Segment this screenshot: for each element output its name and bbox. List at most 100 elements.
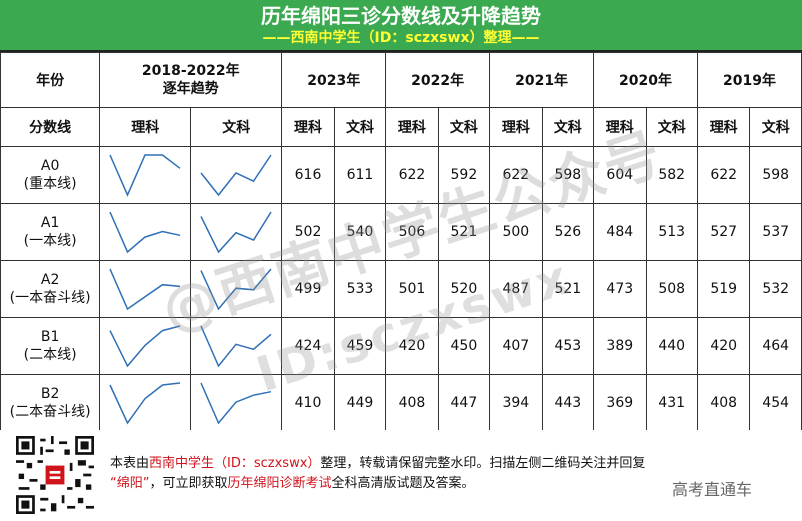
- score-cell: 389: [593, 317, 647, 375]
- header-row-subjects: 分数线 理科 文科 理科 文科 理科 文科 理科 文科 理科 文科 理科 文科: [0, 107, 802, 147]
- score-cell: 499: [281, 260, 335, 318]
- header-row-years: 年份 2018-2022年 逐年趋势 2023年 2022年 2021年 202…: [0, 52, 802, 108]
- trend-header-line1: 2018-2022年: [141, 63, 240, 79]
- score-cell: 526: [541, 203, 595, 261]
- sparkline-series: [109, 382, 181, 425]
- score-cell: 431: [645, 374, 698, 432]
- trend-arts-header: 文科: [190, 107, 283, 147]
- score-cell: 459: [333, 317, 387, 375]
- score-cell: 521: [541, 260, 595, 318]
- score-cell: 521: [437, 203, 491, 261]
- year-2019: 2019年: [696, 52, 802, 108]
- sparkline: [200, 325, 272, 368]
- arts-header: 文科: [749, 107, 802, 147]
- score-cell: 502: [281, 203, 335, 261]
- score-cell: 598: [749, 146, 802, 204]
- trend-sparkline-arts: [190, 317, 283, 375]
- sparkline-series: [200, 382, 272, 425]
- row-label: A2 (一本奋斗线): [0, 260, 101, 318]
- page-subtitle: ——西南中学生（ID：sczxswx）整理——: [262, 30, 540, 46]
- year-2023: 2023年: [281, 52, 387, 108]
- score-cell: 450: [437, 317, 491, 375]
- trend-header-line2: 逐年趋势: [162, 81, 219, 97]
- score-cell: 592: [437, 146, 491, 204]
- exam-name: 历年绵阳诊断考试: [227, 476, 332, 491]
- score-cell: 449: [333, 374, 387, 432]
- trend-header: 2018-2022年 逐年趋势: [99, 52, 283, 108]
- sparkline-series: [109, 154, 181, 197]
- score-cell: 508: [645, 260, 698, 318]
- score-cell: 506: [385, 203, 439, 261]
- sparkline-series: [109, 211, 181, 254]
- score-cell: 622: [489, 146, 543, 204]
- score-cell: 527: [696, 203, 751, 261]
- score-cell: 487: [489, 260, 543, 318]
- score-cell: 394: [489, 374, 543, 432]
- trend-sparkline-science: [99, 317, 192, 375]
- score-cell: 537: [749, 203, 802, 261]
- score-cell: 598: [541, 146, 595, 204]
- year-2022: 2022年: [385, 52, 491, 108]
- score-cell: 484: [593, 203, 647, 261]
- score-cell: 464: [749, 317, 802, 375]
- arts-header: 文科: [333, 107, 387, 147]
- brand-watermark: 高考直通车: [672, 480, 753, 499]
- row-label: B2 (二本奋斗线): [0, 374, 101, 432]
- trend-sparkline-science: [99, 374, 192, 432]
- score-cell: 447: [437, 374, 491, 432]
- sparkline: [109, 268, 181, 311]
- trend-sparkline-science: [99, 203, 192, 261]
- sparkline: [109, 382, 181, 425]
- source-name: 西南中学生（ID：sczxswx）: [149, 456, 321, 471]
- science-header: 理科: [385, 107, 439, 147]
- sparkline: [109, 325, 181, 368]
- score-cell: 407: [489, 317, 543, 375]
- sparkline-series: [109, 268, 181, 311]
- score-cell: 408: [385, 374, 439, 432]
- score-cell: 513: [645, 203, 698, 261]
- arts-header: 文科: [645, 107, 698, 147]
- sparkline: [109, 154, 181, 197]
- year-2021: 2021年: [489, 52, 595, 108]
- score-cell: 622: [385, 146, 439, 204]
- score-cell: 604: [593, 146, 647, 204]
- score-cell: 611: [333, 146, 387, 204]
- science-header: 理科: [281, 107, 335, 147]
- science-header: 理科: [696, 107, 751, 147]
- trend-sparkline-science: [99, 146, 192, 204]
- page-title: 历年绵阳三诊分数线及升降趋势: [261, 4, 541, 28]
- row-label: A0 (重本线): [0, 146, 101, 204]
- trend-sparkline-arts: [190, 203, 283, 261]
- sparkline: [109, 211, 181, 254]
- footer: 本表由西南中学生（ID：sczxswx）整理，转载请保留完整水印。扫描左侧二维码…: [0, 430, 802, 521]
- reply-keyword: “绵阳”: [110, 476, 150, 491]
- row-label: B1 (二本线): [0, 317, 101, 375]
- score-cell: 453: [541, 317, 595, 375]
- sparkline-series: [200, 154, 272, 197]
- qr-code-icon[interactable]: [16, 436, 94, 514]
- title-bar: 历年绵阳三诊分数线及升降趋势 ——西南中学生（ID：sczxswx）整理——: [0, 0, 802, 52]
- sparkline: [200, 268, 272, 311]
- arts-header: 文科: [437, 107, 491, 147]
- table-row: A0 (重本线) 616 611 622 592 622 598 604 582 …: [0, 146, 802, 204]
- table-row: B2 (二本奋斗线) 410 449 408 447 394 443 369 43…: [0, 374, 802, 432]
- score-cell: 616: [281, 146, 335, 204]
- score-cell: 420: [696, 317, 751, 375]
- score-cell: 443: [541, 374, 595, 432]
- score-cell: 582: [645, 146, 698, 204]
- score-cell: 424: [281, 317, 335, 375]
- sparkline-series: [109, 325, 181, 368]
- score-cell: 501: [385, 260, 439, 318]
- trend-sparkline-arts: [190, 374, 283, 432]
- science-header: 理科: [593, 107, 647, 147]
- score-cell: 369: [593, 374, 647, 432]
- score-line-header: 分数线: [0, 107, 101, 147]
- score-cell: 532: [749, 260, 802, 318]
- year-2020: 2020年: [593, 52, 698, 108]
- sparkline: [200, 382, 272, 425]
- table-row: A2 (一本奋斗线) 499 533 501 520 487 521 473 50…: [0, 260, 802, 318]
- trend-sparkline-arts: [190, 146, 283, 204]
- score-cell: 408: [696, 374, 751, 432]
- score-cell: 500: [489, 203, 543, 261]
- footer-note: 本表由西南中学生（ID：sczxswx）整理，转载请保留完整水印。扫描左侧二维码…: [110, 456, 646, 491]
